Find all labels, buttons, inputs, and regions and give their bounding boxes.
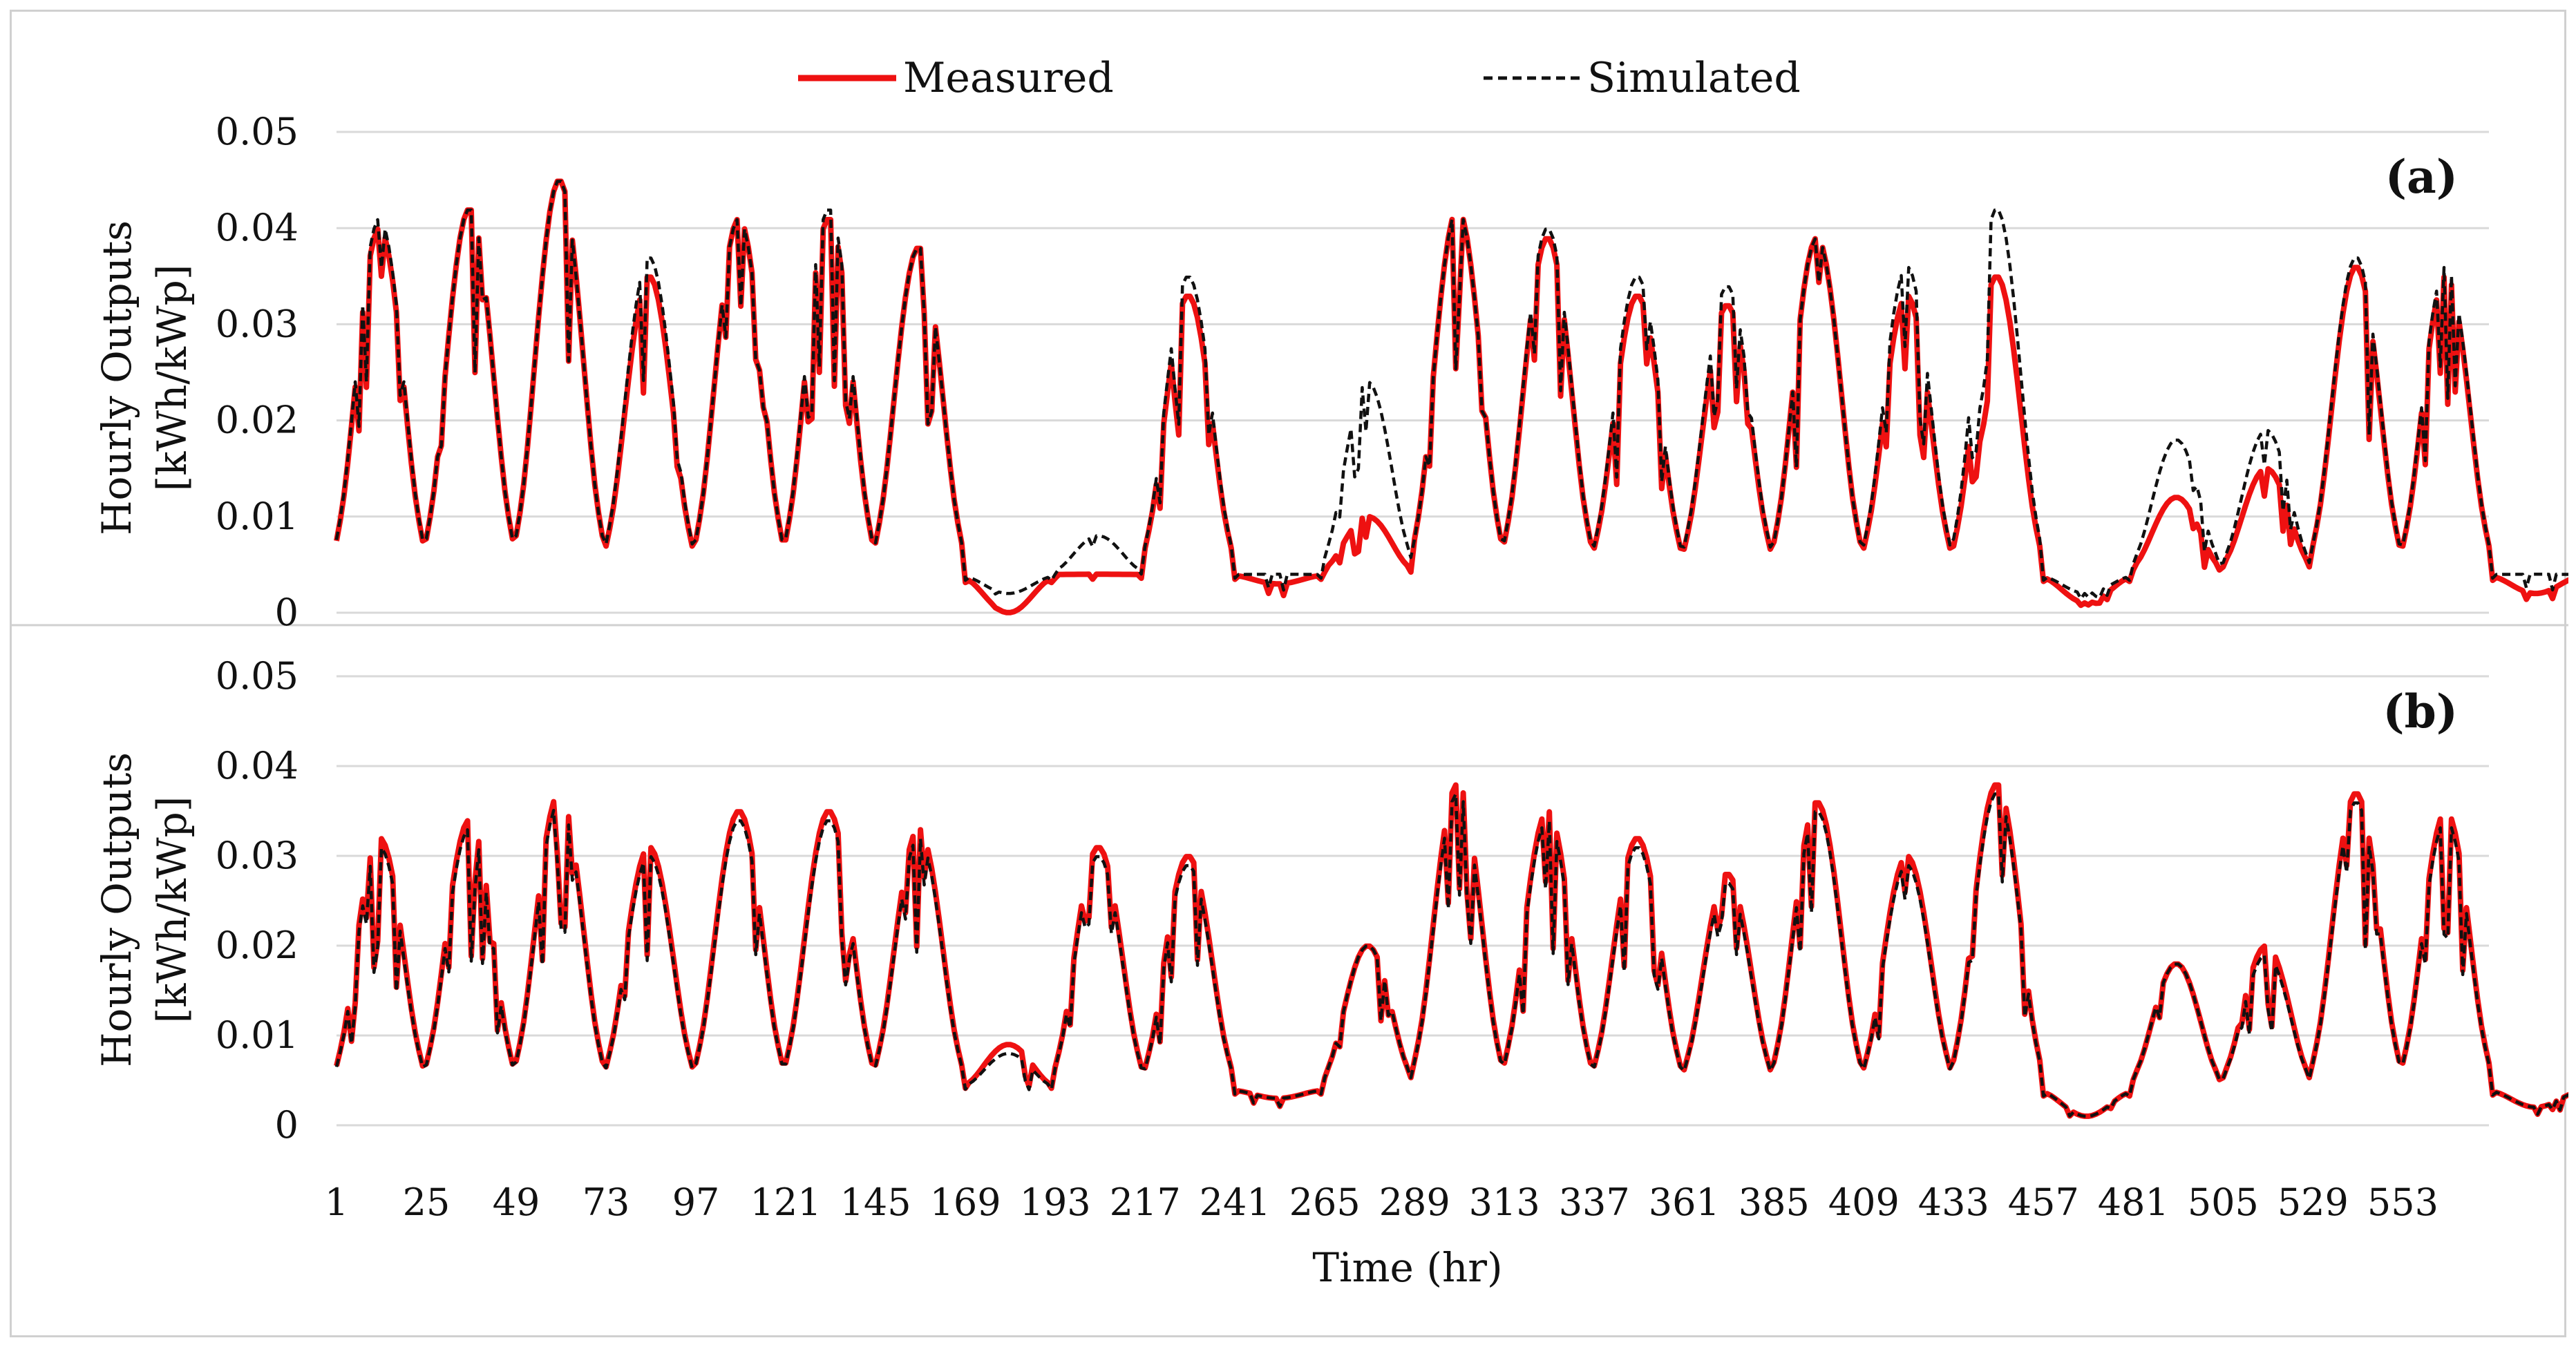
x-tick-label: 145 <box>840 1181 911 1224</box>
x-tick-label: 529 <box>2277 1181 2349 1224</box>
x-tick-label: 553 <box>2367 1181 2438 1224</box>
legend-simulated-label: Simulated <box>1587 54 1801 102</box>
panel-a-label: (a) <box>2385 150 2458 204</box>
x-axis-ticks: 1 25 49 73 97 121 145 169 193 217 241 265 289 313 337 3… <box>325 1181 2438 1224</box>
panel-a: 0 0.01 0.02 0.03 0.04 0.05 (a) Hourly Outputs… <box>93 110 2568 634</box>
x-tick-label: 457 <box>2008 1181 2079 1224</box>
x-tick-label: 241 <box>1200 1181 1271 1224</box>
x-tick-label: 73 <box>583 1181 630 1224</box>
x-tick-label: 169 <box>930 1181 1001 1224</box>
x-tick-label: 505 <box>2188 1181 2259 1224</box>
panel-b-y-ticks: 0 0.01 0.02 0.03 0.04 0.05 <box>216 654 299 1147</box>
panel-b-y-title: Hourly Outputs [kWh/kWp] <box>93 752 196 1067</box>
x-tick-label: 265 <box>1289 1181 1361 1224</box>
x-tick-label: 433 <box>1918 1181 1989 1224</box>
x-tick-label: 361 <box>1649 1181 1720 1224</box>
x-tick-label: 25 <box>403 1181 451 1224</box>
panel-a-gridlines <box>337 131 2489 614</box>
y-tick-label: 0.05 <box>216 110 299 153</box>
y-tick-label: 0.03 <box>216 834 299 877</box>
x-tick-label: 289 <box>1379 1181 1450 1224</box>
x-tick-label: 49 <box>493 1181 540 1224</box>
x-tick-label: 481 <box>2098 1181 2169 1224</box>
chart-svg: Measured Simulated 0 0.01 0.02 0.03 0.04 0.05… <box>12 54 2568 1291</box>
panel-a-ylabel-line2: [kWh/kWp] <box>149 265 196 492</box>
y-tick-label: 0 <box>275 1103 299 1147</box>
series-simulated-line <box>334 180 2568 601</box>
panel-b-series <box>334 782 2568 1119</box>
y-tick-label: 0.03 <box>216 302 299 345</box>
x-tick-label: 313 <box>1469 1181 1540 1224</box>
y-tick-label: 0.05 <box>216 654 299 698</box>
panel-b-ylabel-line1: Hourly Outputs <box>93 752 140 1067</box>
y-tick-label: 0 <box>275 591 299 634</box>
panel-a-y-title: Hourly Outputs [kWh/kWp] <box>93 220 196 535</box>
panel-b-gridlines <box>337 675 2489 1127</box>
x-tick-label: 385 <box>1739 1181 1810 1224</box>
legend: Measured Simulated <box>798 54 1801 102</box>
legend-measured-label: Measured <box>903 54 1114 102</box>
figure-frame: Measured Simulated 0 0.01 0.02 0.03 0.04 0.05… <box>10 10 2568 1337</box>
series-measured-line <box>334 178 2568 615</box>
x-tick-label: 1 <box>325 1181 348 1224</box>
panel-a-series <box>334 178 2568 615</box>
x-tick-label: 121 <box>750 1181 822 1224</box>
y-tick-label: 0.01 <box>216 495 299 538</box>
x-tick-label: 409 <box>1828 1181 1900 1224</box>
x-axis-title: Time (hr) <box>1312 1244 1502 1291</box>
panel-a-y-ticks: 0 0.01 0.02 0.03 0.04 0.05 <box>216 110 299 634</box>
panel-b: 0 0.01 0.02 0.03 0.04 0.05 (b) Hourly Outputs… <box>93 654 2568 1147</box>
y-tick-label: 0.02 <box>216 399 299 442</box>
x-tick-label: 217 <box>1110 1181 1181 1224</box>
x-tick-label: 97 <box>672 1181 720 1224</box>
panel-b-label: (b) <box>2383 685 2458 738</box>
panel-b-ylabel-line2: [kWh/kWp] <box>149 796 196 1024</box>
series-simulated-line <box>334 792 2568 1118</box>
y-tick-label: 0.04 <box>216 206 299 249</box>
x-tick-label: 193 <box>1020 1181 1091 1224</box>
y-tick-label: 0.01 <box>216 1013 299 1057</box>
x-tick-label: 337 <box>1559 1181 1630 1224</box>
y-tick-label: 0.02 <box>216 924 299 967</box>
y-tick-label: 0.04 <box>216 744 299 787</box>
panel-a-ylabel-line1: Hourly Outputs <box>93 220 140 535</box>
